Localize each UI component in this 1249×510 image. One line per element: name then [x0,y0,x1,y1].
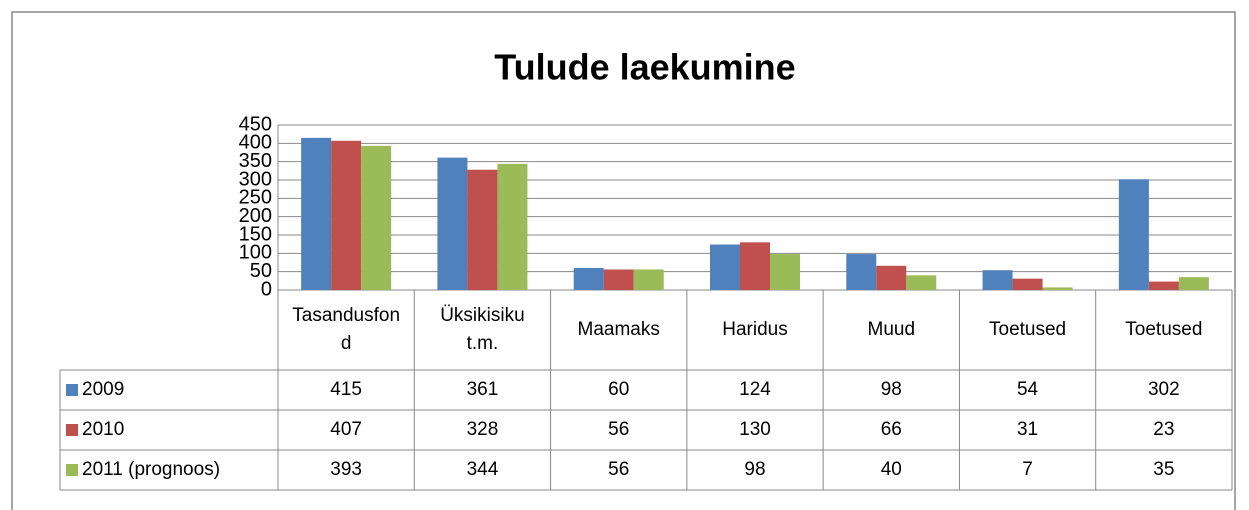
bar [497,163,528,290]
table-value: 56 [608,458,630,480]
table-value: 361 [466,378,499,400]
y-tick-label: 250 [239,187,272,209]
y-tick-label: 50 [250,260,272,282]
bar [1042,287,1073,290]
table-value: 124 [739,378,771,400]
bar [467,169,498,290]
table-value: 66 [880,418,902,440]
chart-border [11,11,1236,510]
bar [1148,281,1179,290]
table-value: 35 [1153,458,1175,480]
legend-entry: 2010 [60,410,278,450]
bar [1012,278,1043,290]
category-label: Üksikisiku t.m. [440,304,525,355]
bar [770,254,800,290]
y-tick-label: 150 [239,223,272,245]
bar [603,269,634,290]
bar [906,275,937,290]
bar [1178,277,1209,290]
legend-label: 2011 (prognoos) [82,458,221,480]
bar [573,268,604,290]
table-value: 23 [1153,418,1175,440]
table-value: 31 [1016,418,1039,440]
table-value: 7 [1022,458,1033,480]
table-value: 328 [466,418,499,440]
table-value: 56 [608,418,630,440]
y-tick-label: 300 [239,168,272,190]
table-value: 40 [880,458,902,480]
legend-swatch [66,424,78,436]
bar [740,242,770,290]
table-value: 130 [739,418,771,440]
table-value: 302 [1147,378,1180,400]
bar [361,145,392,290]
bar [846,254,877,290]
chart-title: Tulude laekumine [494,47,795,88]
legend-entry: 2009 [60,370,278,410]
bar [301,137,332,290]
y-tick-label: 450 [239,113,272,135]
category-label: Muud [867,318,916,340]
y-tick-label: 400 [239,132,272,154]
legend-label: 2009 [82,378,125,400]
category-label: Tasandusfond [292,304,401,355]
y-tick-label: 0 [261,278,272,300]
category-label: Toetused [1125,318,1203,340]
legend-entry: 2011 (prognoos) [60,450,278,490]
table-value: 98 [744,458,766,480]
table-value: 407 [330,418,362,440]
bar [876,265,907,290]
y-tick-label: 350 [239,150,272,172]
category-label: Toetused [989,318,1067,340]
bar [437,157,468,290]
bar [710,244,740,290]
y-tick-label: 100 [239,242,272,264]
bar [633,269,664,290]
bar [982,270,1013,290]
category-label: Maamaks [577,318,660,340]
table-value: 415 [330,378,362,400]
table-value: 393 [330,458,362,480]
legend-swatch [66,384,78,396]
table-value: 344 [466,458,499,480]
category-label: Haridus [722,318,788,340]
bar [1118,179,1149,290]
legend-swatch [66,464,78,476]
table-value: 54 [1016,378,1039,400]
bar [331,140,362,290]
legend-label: 2010 [82,418,125,440]
y-tick-label: 200 [239,205,272,227]
table-value: 60 [608,378,630,400]
table-value: 98 [880,378,902,400]
